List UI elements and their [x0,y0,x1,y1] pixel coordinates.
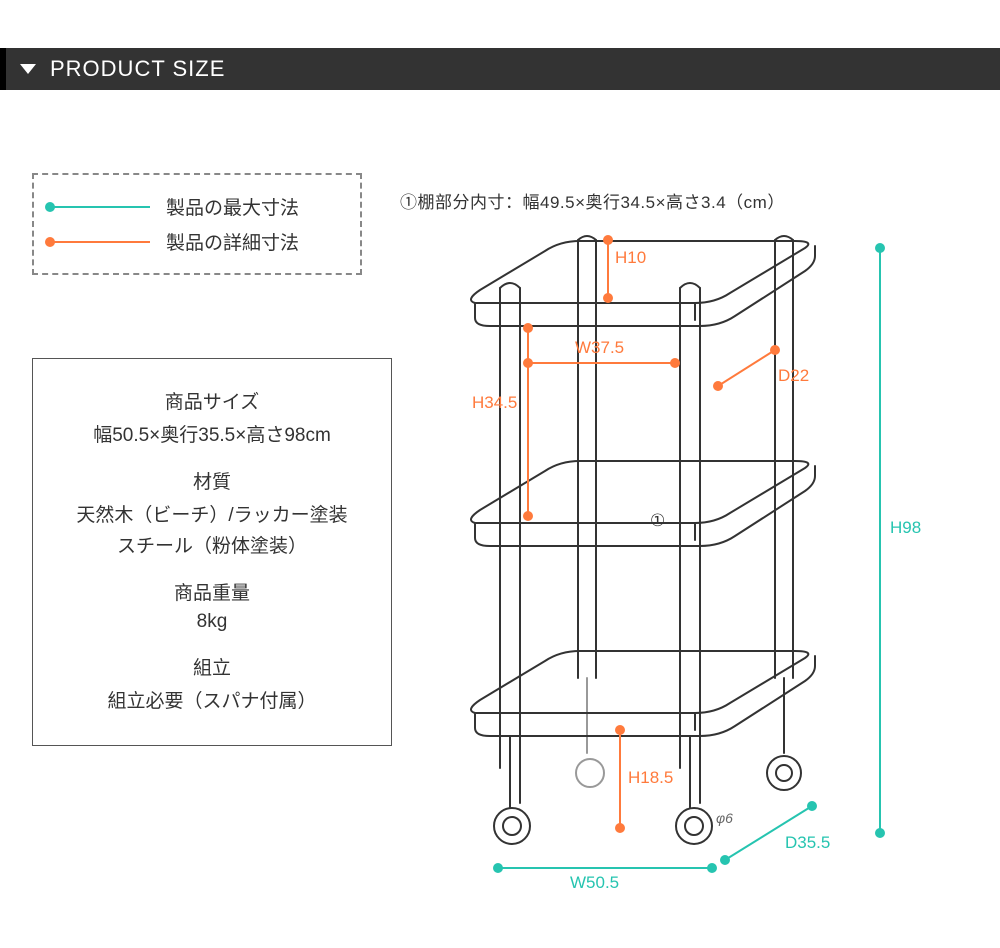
legend-line-detail-icon [50,241,150,243]
spec-material-head: 材質 [51,467,373,494]
legend-label-detail: 製品の詳細寸法 [166,228,299,255]
diagram-svg [380,208,980,928]
legend-line-max-icon [50,206,150,208]
header-title: PRODUCT SIZE [50,56,225,82]
dim-H98: H98 [890,518,921,538]
spec-size-head: 商品サイズ [51,387,373,414]
chevron-down-icon [20,64,36,74]
legend-row-detail: 製品の詳細寸法 [50,224,344,259]
spec-material-val1: 天然木（ビーチ）/ラッカー塗装 [51,500,373,527]
spec-size-val: 幅50.5×奥行35.5×高さ98cm [51,420,373,447]
legend-box: 製品の最大寸法 製品の詳細寸法 [32,173,362,275]
dim-H18_5: H18.5 [628,768,673,788]
spec-weight-val: 8kg [51,611,373,633]
dim-D35_5: D35.5 [785,833,830,853]
dim-H34_5: H34.5 [472,393,517,413]
spec-material-val2: スチール（粉体塗装） [51,531,373,558]
product-diagram: H10 W37.5 H34.5 D22 H98 H18.5 W50.5 D35.… [380,208,980,928]
spec-assembly-val: 組立必要（スパナ付属） [51,686,373,713]
header-bar: PRODUCT SIZE [0,48,1000,90]
spec-box: 商品サイズ 幅50.5×奥行35.5×高さ98cm 材質 天然木（ビーチ）/ラッ… [32,358,392,746]
dim-D22: D22 [778,366,809,386]
dim-mark1: ① [650,511,665,531]
dim-H10: H10 [615,248,646,268]
legend-row-max: 製品の最大寸法 [50,189,344,224]
dim-W37_5: W37.5 [575,338,624,358]
dim-phi6: φ6 [716,810,733,826]
spec-assembly-head: 組立 [51,653,373,680]
legend-label-max: 製品の最大寸法 [166,193,299,220]
dim-W50_5: W50.5 [570,873,619,893]
spec-weight-head: 商品重量 [51,578,373,605]
